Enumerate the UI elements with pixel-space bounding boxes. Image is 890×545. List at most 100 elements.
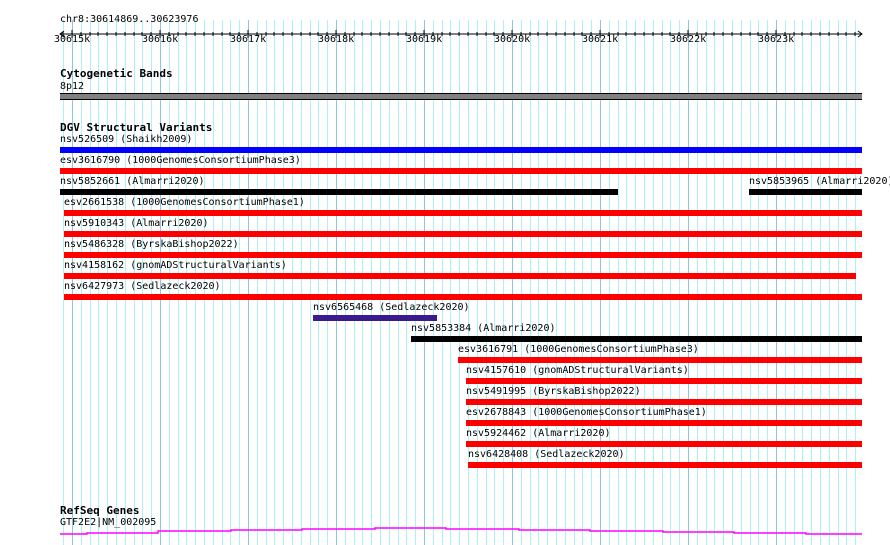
grid-line [459,20,460,545]
grid-line [679,20,680,545]
location-label: chr8:30614869..30623976 [60,14,199,25]
grid-line [829,20,830,545]
ruler-tick-label: 30619k [406,34,443,45]
feature-bar[interactable] [60,189,618,195]
feature-label[interactable]: esv3616791 (1000GenomesConsortiumPhase3) [458,344,699,355]
feature-bar[interactable] [466,441,862,447]
grid-line [855,20,856,545]
grid-line [565,20,566,545]
feature-bar[interactable] [64,294,862,300]
grid-line [398,20,399,545]
feature-label[interactable]: nsv5486328 (ByrskaBishop2022) [64,239,239,250]
grid-line [626,20,627,545]
grid-line [230,20,231,545]
gene-model-GTF2E2[interactable] [0,525,890,540]
grid-line [697,20,698,545]
grid-line [732,20,733,545]
grid-line [503,20,504,545]
grid-line [591,20,592,545]
grid-line [582,20,583,545]
grid-line [750,20,751,545]
grid-line [292,20,293,545]
ruler-tick-label: 30617k [230,34,267,45]
grid-line [81,20,82,545]
grid-line [688,20,689,545]
grid-line [838,20,839,545]
feature-label[interactable]: nsv5852661 (Almarri2020) [60,176,205,187]
grid-line [706,20,707,545]
grid-line [741,20,742,545]
feature-label[interactable]: esv2678843 (1000GenomesConsortiumPhase1) [466,407,707,418]
grid-line [222,20,223,545]
feature-bar[interactable] [64,252,862,258]
grid-line [494,20,495,545]
feature-label[interactable]: nsv4157610 (gnomADStructuralVariants) [466,365,689,376]
grid-line [90,20,91,545]
feature-label[interactable]: nsv6565468 (Sedlazeck2020) [313,302,470,313]
grid-line [442,20,443,545]
grid-line [618,20,619,545]
cyto-track-title: Cytogenetic Bands [60,67,173,80]
grid-line [574,20,575,545]
grid-line [301,20,302,545]
ruler-tick-label: 30622k [670,34,707,45]
grid-line [107,20,108,545]
feature-bar[interactable] [313,315,437,321]
feature-label[interactable]: nsv5853965 (Almarri2020) [749,176,890,187]
grid-line [547,20,548,545]
grid-line [512,20,513,545]
grid-line [186,20,187,545]
grid-line [653,20,654,545]
feature-bar[interactable] [64,231,862,237]
feature-bar[interactable] [64,210,862,216]
feature-bar[interactable] [466,378,862,384]
grid-line [468,20,469,545]
feature-label[interactable]: esv2661538 (1000GenomesConsortiumPhase1) [64,197,305,208]
grid-line [362,20,363,545]
ruler-tick-label: 30623k [758,34,795,45]
feature-bar[interactable] [466,420,862,426]
grid-line [794,20,795,545]
feature-label[interactable]: nsv6427973 (Sedlazeck2020) [64,281,221,292]
feature-label[interactable]: nsv5924462 (Almarri2020) [466,428,611,439]
grid-line [274,20,275,545]
cyto-band-label: 8p12 [60,81,85,92]
cyto-band-8p12[interactable] [60,93,862,100]
feature-label[interactable]: nsv5910343 (Almarri2020) [64,218,209,229]
feature-label[interactable]: nsv526509 (Shaikh2009) [60,134,193,145]
feature-bar[interactable] [411,336,862,342]
feature-label[interactable]: nsv5491995 (ByrskaBishop2022) [466,386,641,397]
grid-line [670,20,671,545]
grid-line [336,20,337,545]
grid-line [310,20,311,545]
dgv-track-title: DGV Structural Variants [60,121,213,134]
feature-label[interactable]: nsv4158162 (gnomADStructuralVariants) [64,260,287,271]
feature-label[interactable]: esv3616790 (1000GenomesConsortiumPhase3) [60,155,301,166]
feature-label[interactable]: nsv6428408 (Sedlazeck2020) [468,449,625,460]
grid-line [600,20,601,545]
gene-label[interactable]: GTF2E2|NM_002095 [60,517,157,528]
feature-label[interactable]: nsv5853384 (Almarri2020) [411,323,556,334]
grid-line [98,20,99,545]
grid-line [635,20,636,545]
grid-line [142,20,143,545]
grid-line [433,20,434,545]
grid-line [239,20,240,545]
feature-bar[interactable] [749,189,862,195]
feature-bar[interactable] [458,357,862,363]
grid-line [723,20,724,545]
grid-line [204,20,205,545]
ruler[interactable] [0,24,890,48]
feature-bar[interactable] [64,273,856,279]
feature-bar[interactable] [466,399,862,405]
grid-line [802,20,803,545]
grid-line [424,20,425,545]
feature-bar[interactable] [468,462,862,468]
feature-bar[interactable] [60,168,862,174]
ruler-tick-label: 30621k [582,34,619,45]
ruler-tick-label: 30618k [318,34,355,45]
feature-bar[interactable] [60,147,862,153]
grid-line [380,20,381,545]
ruler-tick-label: 30616k [142,34,179,45]
